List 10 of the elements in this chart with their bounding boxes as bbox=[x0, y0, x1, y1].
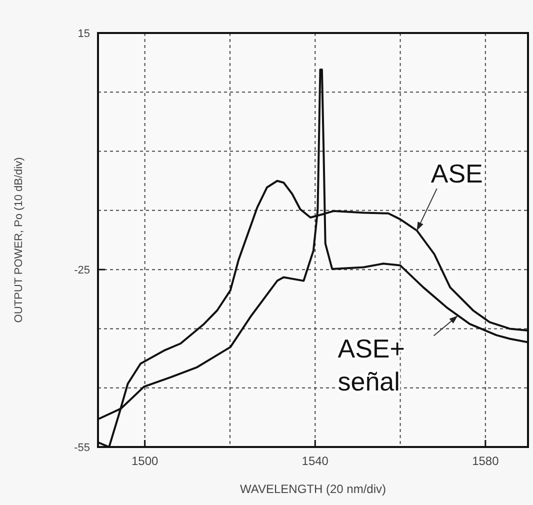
annotation: ASE+ señal bbox=[338, 334, 405, 397]
x-axis-title: WAVELENGTH (20 nm/div) bbox=[240, 482, 386, 496]
y-tick-label: -55 bbox=[74, 442, 90, 454]
y-tick-label: -25 bbox=[74, 264, 90, 277]
y-axis-title: OUTPUT POWER, Po (10 dB/div) bbox=[13, 157, 25, 323]
x-tick-label: 1500 bbox=[131, 454, 158, 468]
annotation: ASE bbox=[430, 158, 483, 189]
x-tick-label: 1540 bbox=[302, 454, 329, 468]
y-tick-label: 15 bbox=[78, 28, 90, 40]
x-tick-label: 1580 bbox=[472, 454, 500, 468]
